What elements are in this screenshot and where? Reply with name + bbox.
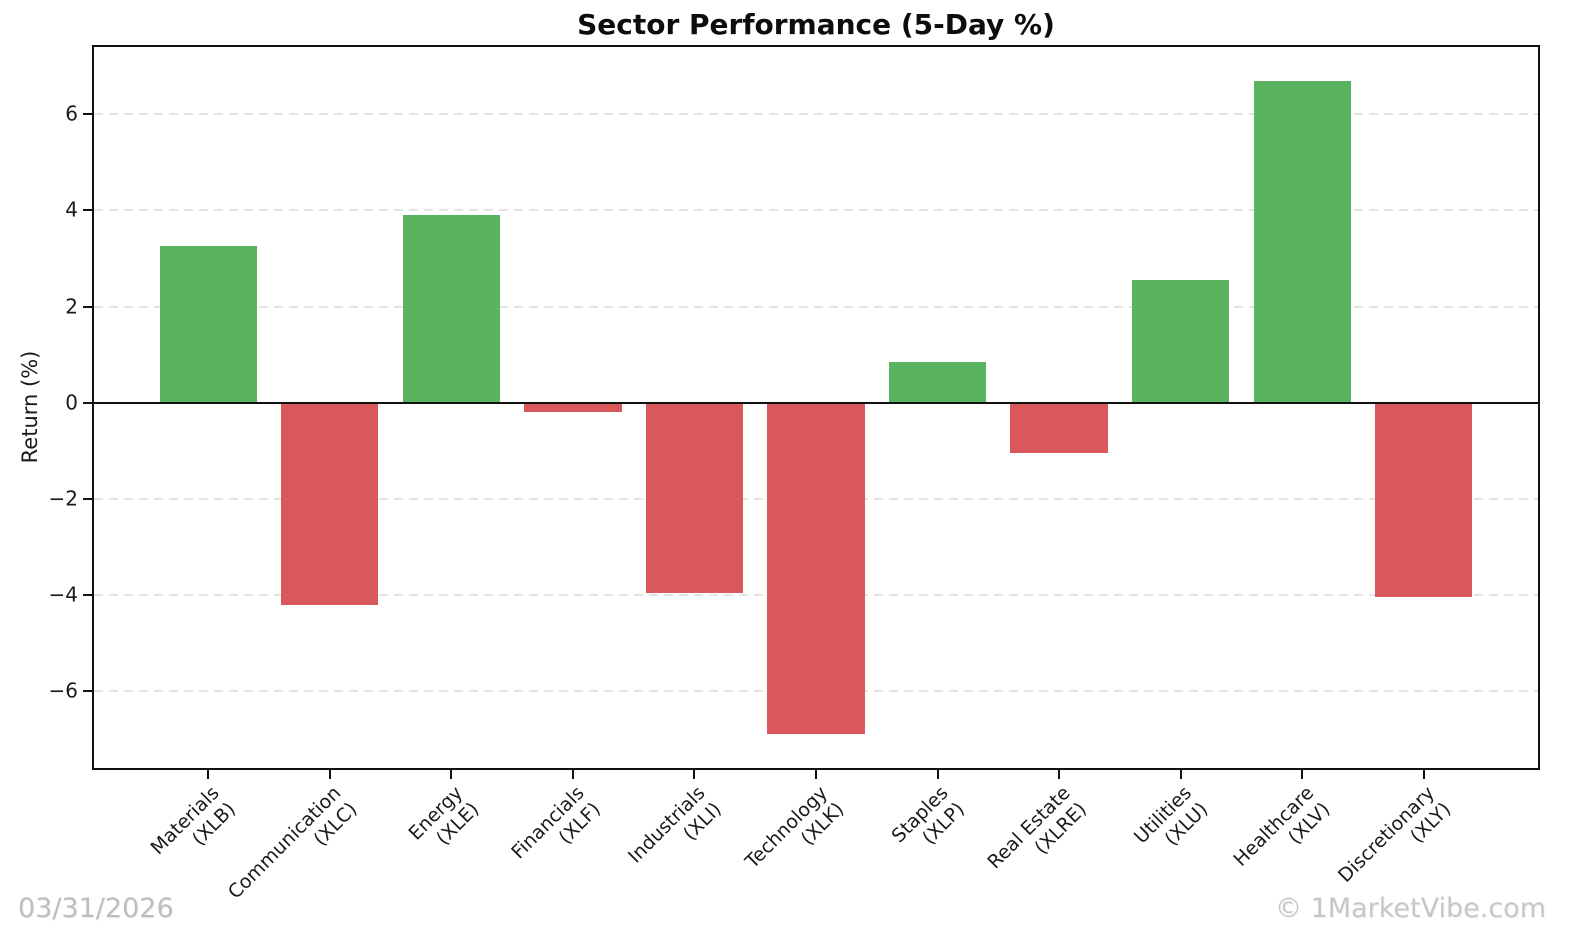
x-tick-label-xli: Industrials (XLI) [624, 782, 727, 868]
y-axis-tick [83, 113, 92, 116]
bar-xlp [888, 361, 987, 403]
x-axis-tick [1301, 770, 1304, 779]
grid-line [94, 209, 1538, 212]
chart-title: Sector Performance (5-Day %) [577, 8, 1055, 41]
x-axis-tick [815, 770, 817, 779]
x-axis-tick [1422, 770, 1425, 779]
y-tick-label: 0 [65, 390, 78, 415]
bar-xlb [159, 246, 257, 403]
x-axis-tick [328, 770, 331, 779]
x-tick-label-xlu: Utilities (XLU) [1130, 782, 1213, 851]
bar-xly [1375, 402, 1473, 598]
x-axis-tick [450, 770, 453, 779]
y-tick-label: −2 [48, 486, 78, 511]
zero-line [94, 401, 1538, 404]
x-tick-label-xlp: Staples (XLP) [887, 782, 970, 850]
x-axis-tick [1058, 770, 1061, 779]
bar-xli [645, 402, 744, 593]
grid-line [94, 113, 1538, 116]
x-tick-label-xlf: Financials (XLF) [507, 782, 605, 864]
x-tick-label-xlre: Real Estate (XLRE) [983, 782, 1092, 874]
y-axis-tick [83, 401, 92, 404]
x-axis-tick [207, 770, 210, 779]
y-tick-label: −6 [48, 678, 78, 703]
x-axis-tick [936, 770, 939, 779]
bar-xlk [767, 402, 865, 735]
y-axis-tick [83, 305, 92, 308]
x-tick-label-xle: Energy (XLE) [404, 782, 484, 850]
x-axis-tick [1179, 770, 1182, 779]
x-tick-label-xlc: Communication (XLC) [223, 782, 362, 904]
y-axis-tick [83, 593, 92, 596]
y-axis-tick [83, 690, 92, 693]
y-tick-label: 6 [65, 101, 78, 126]
bar-xlc [281, 402, 379, 605]
x-tick-label-xlv: Healthcare (XLV) [1228, 782, 1335, 871]
grid-line [94, 305, 1538, 308]
x-tick-label-xlb: Materials (XLB) [146, 782, 241, 860]
bar-xle [402, 215, 500, 403]
x-axis-tick [571, 770, 574, 779]
x-tick-label-xly: Discretionary (XLY) [1334, 782, 1456, 887]
y-tick-label: 4 [65, 197, 78, 222]
watermark-label: © 1MarketVibe.com [1275, 893, 1546, 924]
x-tick-label-xlk: Technology (XLK) [740, 782, 848, 873]
y-tick-label: 2 [65, 294, 78, 319]
x-axis-tick [693, 770, 696, 779]
y-axis-tick [83, 209, 92, 212]
bar-xlre [1010, 402, 1108, 454]
plot-area: 6 4 2 0 −2 −4 −6 Materials (XLB) Communication (… [49, 45, 1540, 903]
y-axis-tick [83, 497, 92, 500]
bar-xlu [1132, 280, 1230, 403]
bar-xlf [524, 402, 622, 413]
bar-xlv [1253, 80, 1351, 403]
date-label: 03/31/2026 [18, 893, 174, 924]
y-tick-label: −4 [48, 582, 78, 607]
